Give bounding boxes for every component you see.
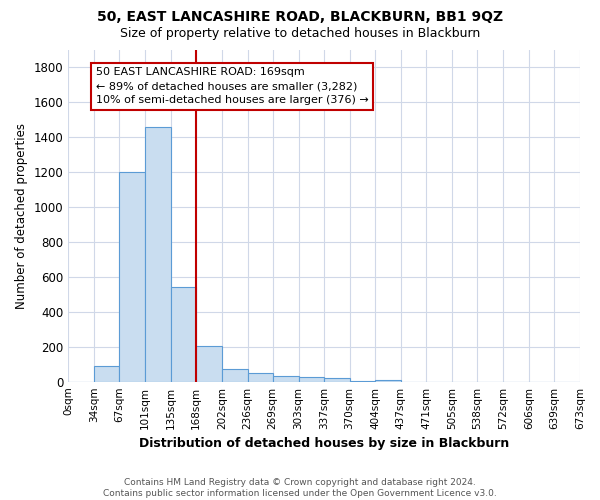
Bar — [171, 288, 196, 382]
Text: 50 EAST LANCASHIRE ROAD: 169sqm
← 89% of detached houses are smaller (3,282)
10%: 50 EAST LANCASHIRE ROAD: 169sqm ← 89% of… — [95, 68, 368, 106]
Text: Contains HM Land Registry data © Crown copyright and database right 2024.
Contai: Contains HM Land Registry data © Crown c… — [103, 478, 497, 498]
Bar — [248, 373, 273, 382]
Text: Size of property relative to detached houses in Blackburn: Size of property relative to detached ho… — [120, 28, 480, 40]
Text: 50, EAST LANCASHIRE ROAD, BLACKBURN, BB1 9QZ: 50, EAST LANCASHIRE ROAD, BLACKBURN, BB1… — [97, 10, 503, 24]
Bar — [196, 346, 222, 382]
Bar — [94, 366, 119, 382]
Bar — [299, 378, 325, 382]
Bar — [350, 381, 376, 382]
Y-axis label: Number of detached properties: Number of detached properties — [15, 123, 28, 309]
Bar — [145, 127, 171, 382]
X-axis label: Distribution of detached houses by size in Blackburn: Distribution of detached houses by size … — [139, 437, 509, 450]
Bar — [273, 376, 299, 382]
Bar — [222, 370, 248, 382]
Bar — [376, 380, 401, 382]
Bar — [325, 378, 350, 382]
Bar — [119, 172, 145, 382]
